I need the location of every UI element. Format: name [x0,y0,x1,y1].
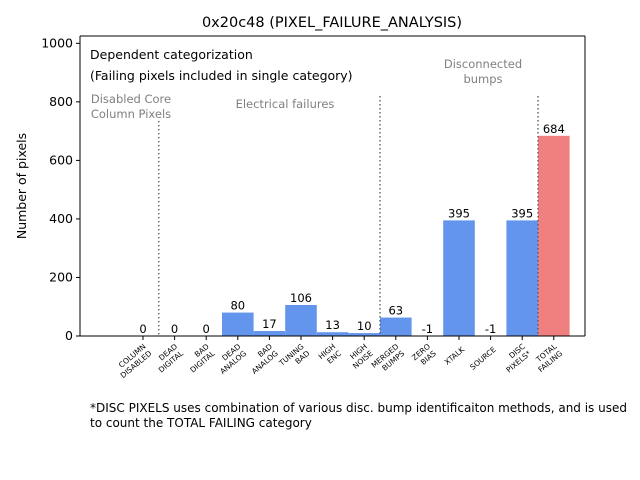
x-tick-label-11-line-0: SOURCE [468,345,498,372]
bar-6 [316,332,349,336]
bar-8 [380,317,412,336]
group-label-2-line-1: bumps [463,72,502,86]
legend-line-1: Dependent categorization [90,47,253,62]
x-tick-label-10: XTALK [443,344,467,367]
y-axis-label: Number of pixels [14,133,29,239]
bar-3 [222,312,254,336]
value-label-12: 395 [511,206,533,220]
plot-area: 0 0 0 80 17 106 13 10 63 -1 395 -1 395 684 Disabled Co… [41,35,586,380]
chart-title: 0x20c48 (PIXEL_FAILURE_ANALYSIS) [202,15,462,31]
y-tick-label-1: 200 [49,269,73,284]
y-tick-label-5: 1000 [41,35,73,50]
value-label-11: -1 [485,322,496,336]
footnote: *DISC PIXELS uses combination of various… [90,401,627,430]
value-label-9: -1 [422,322,433,336]
bar-5 [285,304,317,336]
group-label-0-line-1: Column Pixels [91,107,171,121]
group-label-0-line-0: Disabled Core [91,92,171,106]
y-tick-label-2: 400 [49,211,73,226]
value-label-4: 17 [262,317,277,331]
group-label-1-line-0: Electrical failures [236,97,335,111]
bar-13 [538,135,570,336]
y-tick-label-0: 0 [65,328,73,343]
legend-line-2: (Failing pixels included in single categ… [90,68,353,83]
value-label-7: 10 [357,319,372,333]
value-label-5: 106 [290,291,312,305]
group-label-2-line-0: Disconnected [444,57,522,71]
value-label-0: 0 [139,322,146,336]
value-label-13: 684 [543,122,565,136]
bar-12 [506,220,538,336]
value-label-1: 0 [171,322,178,336]
legend-box: Dependent categorization (Failing pixels… [90,47,353,83]
value-label-2: 0 [203,322,210,336]
value-label-8: 63 [388,304,403,318]
x-tick-label-11: SOURCE [468,345,498,372]
x-tick-label-10-line-0: XTALK [443,344,467,367]
value-label-3: 80 [230,299,245,313]
value-label-6: 13 [325,318,340,332]
bar-7 [348,333,380,336]
y-tick-label-4: 800 [49,94,73,109]
y-tick-label-3: 600 [49,152,73,167]
bar-4 [253,331,286,336]
bar-10 [443,220,475,336]
value-label-10: 395 [448,206,470,220]
